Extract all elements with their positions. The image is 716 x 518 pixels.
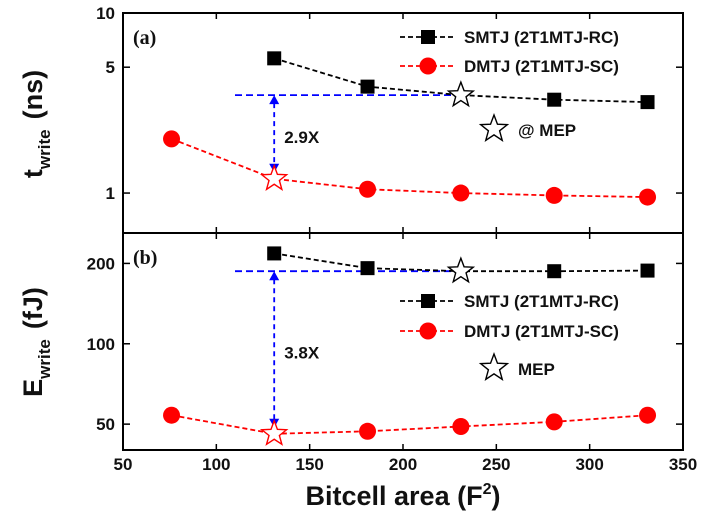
series-layer — [163, 51, 657, 446]
data-point-1-1-4 — [545, 413, 563, 431]
panel-b-frame — [122, 232, 684, 451]
legend-label-0-1: DMTJ (2T1MTJ-SC) — [464, 57, 619, 76]
legend-marker-0-0 — [421, 30, 435, 44]
data-point-0-1-4 — [545, 186, 563, 204]
data-point-0-0-3 — [547, 92, 562, 107]
x-tick-label-100: 100 — [202, 455, 230, 474]
y-axis-title-b-unit: (fJ) — [18, 287, 48, 329]
x-axis-title: Bitcell area (F2) — [306, 481, 501, 511]
data-point-0-1-2 — [359, 180, 377, 198]
data-point-0-1-0 — [163, 130, 181, 148]
legend-mep-label-0: @ MEP — [518, 121, 576, 140]
series-line-0-0 — [273, 57, 648, 103]
mep-star-0-0 — [446, 80, 476, 108]
x-axis-title-sup: 2 — [483, 481, 492, 498]
data-point-0-1-3 — [452, 184, 470, 202]
y-tick-label-1-100: 100 — [87, 335, 115, 354]
mep-star-0-1 — [259, 163, 289, 191]
series-line-0-1 — [171, 138, 648, 198]
x-tick-label-200: 200 — [389, 455, 417, 474]
data-point-1-0-3 — [547, 264, 562, 279]
arrowhead-up-1 — [269, 271, 280, 281]
y-axis-title-b-main: E — [18, 379, 48, 397]
legend-mep-star-0 — [478, 113, 510, 142]
guide-lines-layer: 2.9X 3.8X — [235, 94, 461, 428]
y-tick-label-0-10: 10 — [96, 4, 115, 23]
data-point-0-0-4 — [640, 95, 655, 110]
x-tick-label-250: 250 — [482, 455, 510, 474]
data-point-1-0-0 — [267, 246, 282, 261]
x-tick-label-350: 350 — [669, 455, 697, 474]
x-tick-label-50: 50 — [114, 455, 133, 474]
ticks-layer: 50 100 150 200 250 300 350 1 5 10 50 100 200 — [87, 4, 698, 474]
y-tick-label-1-200: 200 — [87, 254, 115, 273]
legend-label-1-1: DMTJ (2T1MTJ-SC) — [464, 322, 619, 341]
data-point-1-0-4 — [640, 263, 655, 278]
data-point-0-1-5 — [639, 188, 657, 206]
legend-label-0-0: SMTJ (2T1MTJ-RC) — [464, 28, 619, 47]
legend-marker-1-1 — [419, 322, 437, 340]
data-point-0-0-0 — [267, 51, 282, 66]
data-point-1-0-1 — [360, 261, 375, 276]
x-tick-label-300: 300 — [575, 455, 603, 474]
series-line-1-1 — [171, 414, 648, 435]
legend-label-1-0: SMTJ (2T1MTJ-RC) — [464, 292, 619, 311]
x-axis-title-close: ) — [491, 481, 500, 511]
y-axis-title-b: Ewrite (fJ) — [18, 287, 54, 397]
ratio-label-0: 2.9X — [284, 128, 320, 147]
legend-mep-label-1: MEP — [518, 360, 555, 379]
text-layer: (a) (b) twrite(ns) Ewrite(fJ) Bitcell ar… — [18, 27, 500, 511]
data-point-1-1-0 — [163, 406, 181, 424]
data-point-0-0-1 — [360, 79, 375, 94]
legend-marker-1-0 — [421, 294, 435, 308]
y-tick-label-0-5: 5 — [106, 58, 115, 77]
panel-b-label: (b) — [133, 247, 157, 269]
y-axis-title-a-main: t — [18, 169, 48, 178]
legend-marker-0-1 — [419, 57, 437, 75]
legend-mep-star-1 — [478, 352, 510, 381]
y-axis-title-a-sub: write — [35, 129, 54, 170]
arrowhead-up-0 — [269, 95, 280, 105]
mep-star-1-1 — [259, 418, 289, 446]
x-tick-label-150: 150 — [295, 455, 323, 474]
x-axis-title-main: Bitcell area (F — [306, 481, 483, 511]
y-axis-title-a-unit: (ns) — [18, 70, 48, 120]
mep-star-1-0 — [446, 256, 476, 284]
y-axis-title-b-sub: write — [35, 339, 54, 380]
ratio-label-1: 3.8X — [284, 344, 320, 363]
y-axis-title-a: twrite (ns) — [18, 70, 54, 178]
y-tick-label-1-50: 50 — [96, 415, 115, 434]
data-point-1-1-2 — [359, 422, 377, 440]
data-point-1-1-5 — [639, 406, 657, 424]
legend-layer: SMTJ (2T1MTJ-RC) DMTJ (2T1MTJ-SC) @ MEP SMT… — [400, 28, 619, 381]
y-tick-label-0-1: 1 — [106, 184, 115, 203]
panel-a-label: (a) — [133, 27, 156, 49]
data-point-1-1-3 — [452, 417, 470, 435]
